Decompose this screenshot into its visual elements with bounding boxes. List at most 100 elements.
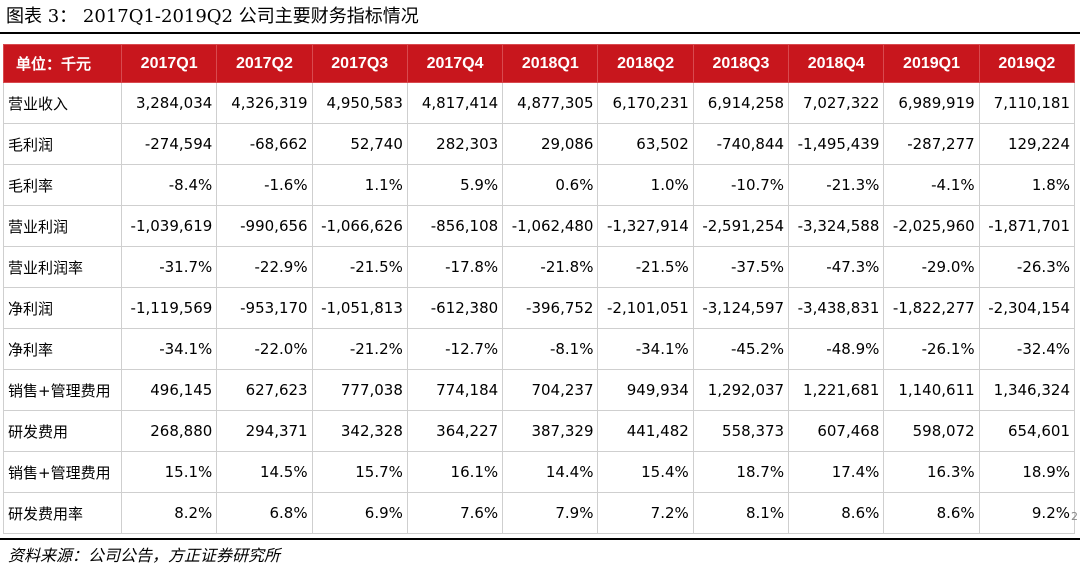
value-cell: 8.6% [883, 492, 980, 534]
value-cell: -1,051,813 [311, 287, 408, 329]
value-cell: 7,110,181 [978, 82, 1076, 124]
value-cell: 777,038 [311, 369, 408, 411]
value-cell: -26.1% [883, 328, 980, 370]
value-cell: 6.9% [311, 492, 408, 534]
value-cell: 4,817,414 [406, 82, 504, 124]
value-cell: -21.5% [597, 246, 694, 288]
value-cell: -990,656 [216, 205, 313, 247]
value-cell: -45.2% [692, 328, 790, 370]
value-cell: -287,277 [883, 123, 980, 165]
value-cell: -1,495,439 [788, 123, 885, 165]
row-label-cell: 研发费用率 [3, 492, 122, 534]
value-cell: 1,221,681 [788, 369, 885, 411]
value-cell: 6.8% [216, 492, 313, 534]
value-cell: 496,145 [120, 369, 218, 411]
value-cell: 9.2% [978, 492, 1076, 534]
table-row: 营业利润 -1,039,619 -990,656 -1,066,626 -856,108… [3, 205, 1076, 247]
header-cell-period: 2017Q4 [406, 44, 504, 83]
value-cell: -32.4% [978, 328, 1076, 370]
value-cell: 7.9% [502, 492, 599, 534]
value-cell: -31.7% [120, 246, 218, 288]
header-cell-period: 2018Q2 [597, 44, 694, 83]
row-label-cell: 净利率 [3, 328, 122, 370]
row-label-cell: 营业利润率 [3, 246, 122, 288]
value-cell: 5.9% [406, 164, 504, 206]
value-cell: 558,373 [692, 410, 790, 452]
value-cell: -1,327,914 [597, 205, 694, 247]
value-cell: 63,502 [597, 123, 694, 165]
table-row: 销售+管理费用 496,145 627,623 777,038 774,184 704,2… [3, 369, 1076, 411]
value-cell: 15.1% [120, 451, 218, 493]
header-cell-period: 2017Q2 [216, 44, 313, 83]
value-cell: 17.4% [788, 451, 885, 493]
value-cell: -396,752 [502, 287, 599, 329]
value-cell: -3,438,831 [788, 287, 885, 329]
value-cell: -47.3% [788, 246, 885, 288]
header-cell-unit: 单位：千元 [3, 44, 122, 83]
value-cell: -37.5% [692, 246, 790, 288]
header-cell-period: 2017Q1 [120, 44, 218, 83]
table-body: 营业收入 3,284,034 4,326,319 4,950,583 4,817,414… [3, 82, 1076, 534]
header-cell-period: 2017Q3 [311, 44, 408, 83]
value-cell: 282,303 [406, 123, 504, 165]
value-cell: 18.9% [978, 451, 1076, 493]
value-cell: -953,170 [216, 287, 313, 329]
value-cell: -2,025,960 [883, 205, 980, 247]
value-cell: 342,328 [311, 410, 408, 452]
value-cell: 8.1% [692, 492, 790, 534]
value-cell: 1,140,611 [883, 369, 980, 411]
table-row: 净利率 -34.1% -22.0% -21.2% -12.7% -8.1% -34.1% -4… [3, 328, 1076, 370]
value-cell: 15.7% [311, 451, 408, 493]
value-cell: 3,284,034 [120, 82, 218, 124]
value-cell: 364,227 [406, 410, 504, 452]
value-cell: 7.6% [406, 492, 504, 534]
value-cell: -1,119,569 [120, 287, 218, 329]
value-cell: -274,594 [120, 123, 218, 165]
value-cell: 7.2% [597, 492, 694, 534]
corner-mark: 2 [1071, 510, 1078, 523]
value-cell: -48.9% [788, 328, 885, 370]
value-cell: -1,062,480 [502, 205, 599, 247]
table-row: 研发费用 268,880 294,371 342,328 364,227 387,329 4… [3, 410, 1076, 452]
table-row: 毛利润 -274,594 -68,662 52,740 282,303 29,086 63,… [3, 123, 1076, 165]
value-cell: -612,380 [406, 287, 504, 329]
row-label-cell: 营业收入 [3, 82, 122, 124]
value-cell: -22.0% [216, 328, 313, 370]
value-cell: -34.1% [597, 328, 694, 370]
value-cell: 29,086 [502, 123, 599, 165]
value-cell: 294,371 [216, 410, 313, 452]
value-cell: -1,066,626 [311, 205, 408, 247]
row-label-cell: 销售+管理费用 [3, 451, 122, 493]
value-cell: -22.9% [216, 246, 313, 288]
value-cell: 7,027,322 [788, 82, 885, 124]
value-cell: -1,871,701 [978, 205, 1076, 247]
header-cell-period: 2018Q3 [692, 44, 790, 83]
value-cell: 16.3% [883, 451, 980, 493]
value-cell: 6,989,919 [883, 82, 980, 124]
value-cell: 0.6% [502, 164, 599, 206]
value-cell: -21.8% [502, 246, 599, 288]
value-cell: -68,662 [216, 123, 313, 165]
value-cell: -26.3% [978, 246, 1076, 288]
value-cell: -21.2% [311, 328, 408, 370]
value-cell: 4,877,305 [502, 82, 599, 124]
value-cell: -21.5% [311, 246, 408, 288]
value-cell: 268,880 [120, 410, 218, 452]
row-label-cell: 营业利润 [3, 205, 122, 247]
value-cell: -2,101,051 [597, 287, 694, 329]
value-cell: -4.1% [883, 164, 980, 206]
value-cell: 16.1% [406, 451, 504, 493]
value-cell: 8.6% [788, 492, 885, 534]
source-divider [0, 538, 1080, 540]
value-cell: 129,224 [978, 123, 1076, 165]
value-cell: -1,039,619 [120, 205, 218, 247]
value-cell: 387,329 [502, 410, 599, 452]
value-cell: 6,170,231 [597, 82, 694, 124]
row-label-cell: 毛利润 [3, 123, 122, 165]
value-cell: 6,914,258 [692, 82, 790, 124]
value-cell: 627,623 [216, 369, 313, 411]
value-cell: 774,184 [406, 369, 504, 411]
value-cell: 949,934 [597, 369, 694, 411]
value-cell: 1,292,037 [692, 369, 790, 411]
value-cell: 1.8% [978, 164, 1076, 206]
